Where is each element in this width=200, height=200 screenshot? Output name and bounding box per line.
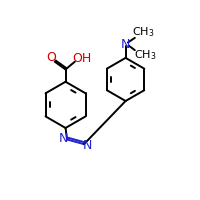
Text: CH$_3$: CH$_3$ (132, 26, 155, 39)
Text: CH$_3$: CH$_3$ (134, 48, 156, 62)
Text: N: N (83, 139, 93, 152)
Text: N: N (121, 38, 130, 51)
Text: N: N (59, 132, 68, 145)
Text: O: O (47, 51, 57, 64)
Text: OH: OH (72, 52, 91, 65)
